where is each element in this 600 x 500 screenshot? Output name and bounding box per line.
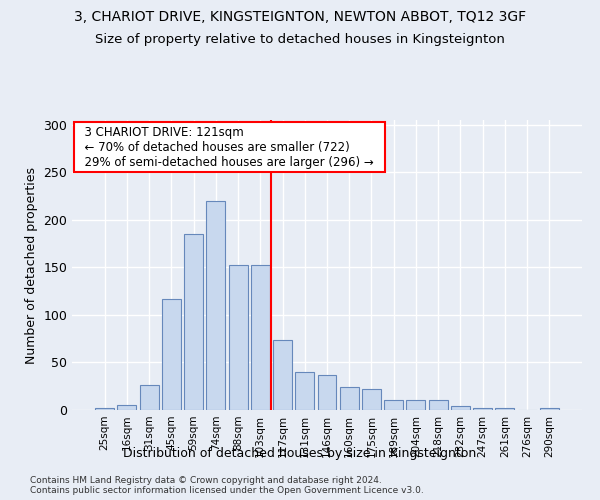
Bar xyxy=(95,408,114,410)
Y-axis label: Number of detached properties: Number of detached properties xyxy=(25,166,38,364)
Bar xyxy=(229,266,248,410)
Bar xyxy=(540,408,559,410)
Bar xyxy=(317,375,337,410)
Bar xyxy=(406,400,425,410)
Bar xyxy=(273,340,292,410)
Bar xyxy=(206,201,225,410)
Bar xyxy=(362,389,381,410)
Bar xyxy=(429,400,448,410)
Text: Distribution of detached houses by size in Kingsteignton: Distribution of detached houses by size … xyxy=(124,448,476,460)
Text: 3, CHARIOT DRIVE, KINGSTEIGNTON, NEWTON ABBOT, TQ12 3GF: 3, CHARIOT DRIVE, KINGSTEIGNTON, NEWTON … xyxy=(74,10,526,24)
Bar xyxy=(140,386,158,410)
Bar xyxy=(118,405,136,410)
Bar xyxy=(251,266,270,410)
Bar xyxy=(473,408,492,410)
Text: Contains HM Land Registry data © Crown copyright and database right 2024.
Contai: Contains HM Land Registry data © Crown c… xyxy=(30,476,424,495)
Text: 3 CHARIOT DRIVE: 121sqm  
  ← 70% of detached houses are smaller (722)  
  29% o: 3 CHARIOT DRIVE: 121sqm ← 70% of detache… xyxy=(77,126,382,169)
Bar xyxy=(451,406,470,410)
Text: Size of property relative to detached houses in Kingsteignton: Size of property relative to detached ho… xyxy=(95,32,505,46)
Bar xyxy=(295,372,314,410)
Bar xyxy=(340,387,359,410)
Bar xyxy=(184,234,203,410)
Bar xyxy=(162,299,181,410)
Bar xyxy=(384,400,403,410)
Bar xyxy=(496,408,514,410)
